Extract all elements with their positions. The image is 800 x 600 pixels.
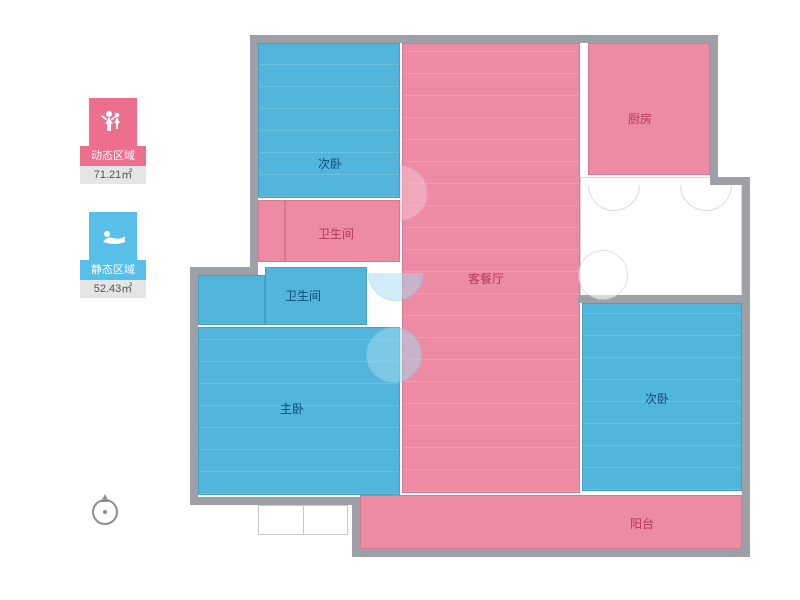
dynamic-zone-icon <box>89 98 137 146</box>
wall <box>190 267 198 505</box>
room-hall-left <box>258 200 285 262</box>
wall <box>742 295 750 557</box>
static-zone-icon <box>89 212 137 260</box>
label-living-dining: 客餐厅 <box>468 270 504 287</box>
people-icon <box>98 107 128 137</box>
door-arc <box>368 273 424 329</box>
label-secondary-bed-2: 次卧 <box>645 390 669 407</box>
room-bath-2-closet <box>198 275 265 325</box>
door-arc <box>588 185 640 237</box>
door-arc <box>578 250 628 300</box>
wall <box>742 177 750 303</box>
label-bath-2: 卫生间 <box>285 287 321 304</box>
window-frame <box>258 505 348 535</box>
wall <box>250 35 718 43</box>
sleeping-icon <box>97 222 129 250</box>
room-balcony <box>360 495 742 549</box>
static-zone-label: 静态区域 <box>80 260 146 280</box>
wall <box>190 267 258 275</box>
wall <box>250 195 258 275</box>
dynamic-zone-value: 71.21㎡ <box>80 166 146 184</box>
label-bath-1: 卫生间 <box>318 225 354 242</box>
wall <box>352 549 750 557</box>
label-master-bed: 主卧 <box>280 400 304 417</box>
dynamic-zone-label: 动态区域 <box>80 146 146 166</box>
label-secondary-bed-1: 次卧 <box>318 155 342 172</box>
room-secondary-bed-1 <box>258 43 400 198</box>
wall <box>352 497 360 557</box>
room-kitchen <box>588 43 710 175</box>
door-arc <box>680 185 732 237</box>
room-living-dining <box>402 43 580 493</box>
wall <box>190 497 360 505</box>
wall <box>710 35 718 185</box>
label-balcony: 阳台 <box>630 515 654 532</box>
door-arc <box>400 165 456 221</box>
static-zone-value: 52.43㎡ <box>80 280 146 298</box>
label-kitchen: 厨房 <box>628 110 652 127</box>
floorplan-canvas: 次卧 卫生间 卫生间 客餐厅 厨房 主卧 次卧 阳台 <box>190 35 750 560</box>
wall <box>250 35 258 203</box>
compass-icon <box>85 490 125 530</box>
door-arc <box>366 327 422 383</box>
legend-panel: 动态区域 71.21㎡ 静态区域 52.43㎡ <box>80 98 146 326</box>
